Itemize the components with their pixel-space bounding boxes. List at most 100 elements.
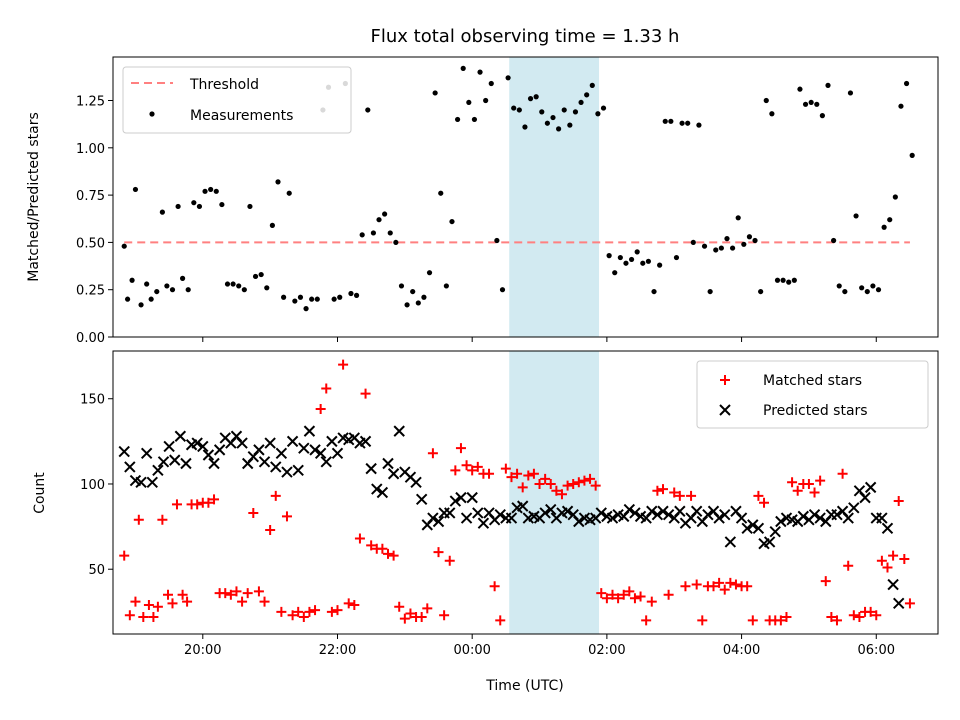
matched-point <box>568 478 579 489</box>
matched-point <box>556 489 567 500</box>
measurement-point <box>578 99 584 106</box>
matched-point <box>293 606 304 617</box>
legend-matched-label: Matched stars <box>763 373 862 389</box>
matched-point <box>119 550 130 561</box>
measurement-point <box>471 116 478 123</box>
measurement-point <box>415 300 421 306</box>
matched-point <box>882 562 893 573</box>
matched-point <box>124 610 135 621</box>
measurement-point <box>556 126 562 132</box>
measurement-point <box>584 92 590 98</box>
measurement-point <box>617 254 623 261</box>
matched-point <box>455 443 466 454</box>
matched-point <box>848 610 859 621</box>
matched-point <box>837 468 848 479</box>
matched-point <box>635 591 646 602</box>
matched-point <box>422 603 433 614</box>
predicted-point <box>629 507 641 519</box>
matched-point <box>517 482 528 493</box>
measurement-point <box>746 234 753 240</box>
measurement-point <box>836 283 842 289</box>
matched-point <box>725 577 736 588</box>
measurement-point <box>454 116 461 123</box>
measurement-point <box>673 254 680 261</box>
matched-point <box>450 465 461 476</box>
matched-point <box>742 581 753 592</box>
measurement-point <box>791 277 797 283</box>
matched-point <box>803 478 814 489</box>
measurement-point <box>595 111 601 117</box>
matched-point <box>697 615 708 626</box>
predicted-point <box>169 454 181 466</box>
measurement-point <box>438 190 444 196</box>
measurement-point <box>892 194 898 200</box>
predicted-point <box>432 515 445 528</box>
matched-point <box>270 490 281 501</box>
matched-point <box>133 514 144 525</box>
matched-point <box>225 589 236 600</box>
predicted-point <box>264 437 276 449</box>
measurement-point <box>477 69 483 75</box>
measurement-point <box>623 260 629 266</box>
predicted-point <box>415 493 428 506</box>
predicted-point <box>472 507 484 519</box>
matched-point <box>646 596 657 607</box>
predicted-point <box>657 505 669 517</box>
measurement-point <box>483 97 489 104</box>
matched-point <box>394 601 405 612</box>
matched-point <box>248 507 259 518</box>
matched-point <box>148 611 159 622</box>
predicted-point <box>808 508 821 521</box>
measurement-point <box>376 217 382 223</box>
matched-point <box>495 615 506 626</box>
predicted-point <box>393 425 405 437</box>
bottom-legend-box <box>696 360 929 429</box>
predicted-point <box>157 456 170 468</box>
matched-point <box>759 497 770 508</box>
matched-point <box>871 610 882 621</box>
matched-point <box>545 478 556 489</box>
measurement-point <box>724 236 730 242</box>
measurement-point <box>696 122 702 128</box>
measurement-point <box>213 188 219 194</box>
matched-point <box>231 586 242 597</box>
measurement-point <box>269 222 275 228</box>
matched-point <box>310 605 321 616</box>
predicted-point <box>427 512 439 524</box>
matched-point <box>433 547 444 558</box>
predicted-point <box>561 505 574 517</box>
measurement-point <box>612 270 618 276</box>
measurement-point <box>129 277 135 283</box>
predicted-point <box>881 522 894 535</box>
measurement-point <box>370 230 377 236</box>
measurement-point <box>842 288 848 295</box>
measurement-point <box>286 190 292 196</box>
matched-point <box>893 496 904 507</box>
matched-point <box>674 490 685 501</box>
measurement-point <box>309 296 315 302</box>
legend-measurements-swatch <box>149 111 155 117</box>
matched-point <box>904 598 915 609</box>
matched-point <box>366 540 377 551</box>
top-chart-title: Flux total observing time = 1.33 h <box>371 26 680 47</box>
bottom-xtick-label: 04:00 <box>723 643 760 658</box>
measurement-point <box>208 186 214 193</box>
predicted-point <box>466 491 478 504</box>
matched-point <box>388 550 399 561</box>
measurement-point <box>651 288 657 295</box>
measurement-point <box>707 288 713 295</box>
measurement-point <box>713 247 719 253</box>
measurement-point <box>522 124 528 130</box>
measurement-point <box>230 281 236 287</box>
measurement-point <box>185 287 191 293</box>
matched-point <box>601 593 612 604</box>
measurement-point <box>297 294 304 300</box>
measurement-point <box>864 288 870 295</box>
bottom-chart-xlabel: Time (UTC) <box>485 678 563 694</box>
top-ytick-label: 1.25 <box>76 95 105 110</box>
top-ytick-label: 0.00 <box>76 331 105 346</box>
matched-point <box>888 550 899 561</box>
measurement-point <box>511 105 517 111</box>
predicted-point <box>410 476 422 488</box>
